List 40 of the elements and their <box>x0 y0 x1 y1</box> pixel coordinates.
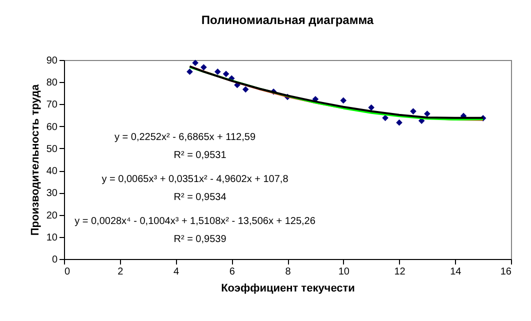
annotation: R² = 0,9534 <box>174 192 227 203</box>
y-tick-label: 0 <box>52 254 58 266</box>
annotation: y = 0,2252x² - 6,6865x + 112,59 <box>114 132 256 143</box>
annotation: y = 0,0065x³ + 0,0351x² - 4,9602x + 107,8 <box>102 174 289 185</box>
x-tick-label: 4 <box>173 266 180 278</box>
x-tick-label: 2 <box>118 266 124 278</box>
point <box>340 97 347 104</box>
point <box>424 110 430 117</box>
y-tick-label: 40 <box>46 166 58 178</box>
point <box>214 68 221 75</box>
y-axis-title: Производительность труда <box>29 84 42 236</box>
y-tick-label: 60 <box>46 122 58 133</box>
x-tick-label: 14 <box>450 266 462 278</box>
x-tick-label: 6 <box>229 266 236 278</box>
point <box>368 104 374 111</box>
y-tick-label: 80 <box>46 78 58 89</box>
annotation: R² = 0,9531 <box>174 150 227 161</box>
y-tick-label: 50 <box>46 144 58 155</box>
x-tick-label: 8 <box>285 266 292 278</box>
y-tick-label: 10 <box>46 232 58 244</box>
y-tick-label: 70 <box>46 100 58 111</box>
annotation: R² = 0,9539 <box>174 234 227 245</box>
point <box>242 86 249 93</box>
point <box>222 70 230 78</box>
point <box>396 119 402 126</box>
x-axis-title: Коэффициент текучести <box>221 282 355 294</box>
chart-title: Полиномиальная диаграмма <box>201 13 374 27</box>
point <box>382 114 388 122</box>
point <box>192 60 198 66</box>
point <box>186 68 193 75</box>
annotation: y = 0,0028x⁴ - 0,1004x³ + 1,5108x² - 13,506x + 125,26 <box>74 216 316 227</box>
x-tick-label: 12 <box>394 266 406 278</box>
point <box>410 108 416 114</box>
y-tick-label: 30 <box>46 188 58 200</box>
y-tick-label: 90 <box>46 56 58 66</box>
y-tick-label: 20 <box>46 210 58 222</box>
x-tick-label: 0 <box>64 266 70 278</box>
x-tick-label: 10 <box>338 266 350 278</box>
x-tick-label: 16 <box>500 266 512 278</box>
point <box>200 64 207 70</box>
